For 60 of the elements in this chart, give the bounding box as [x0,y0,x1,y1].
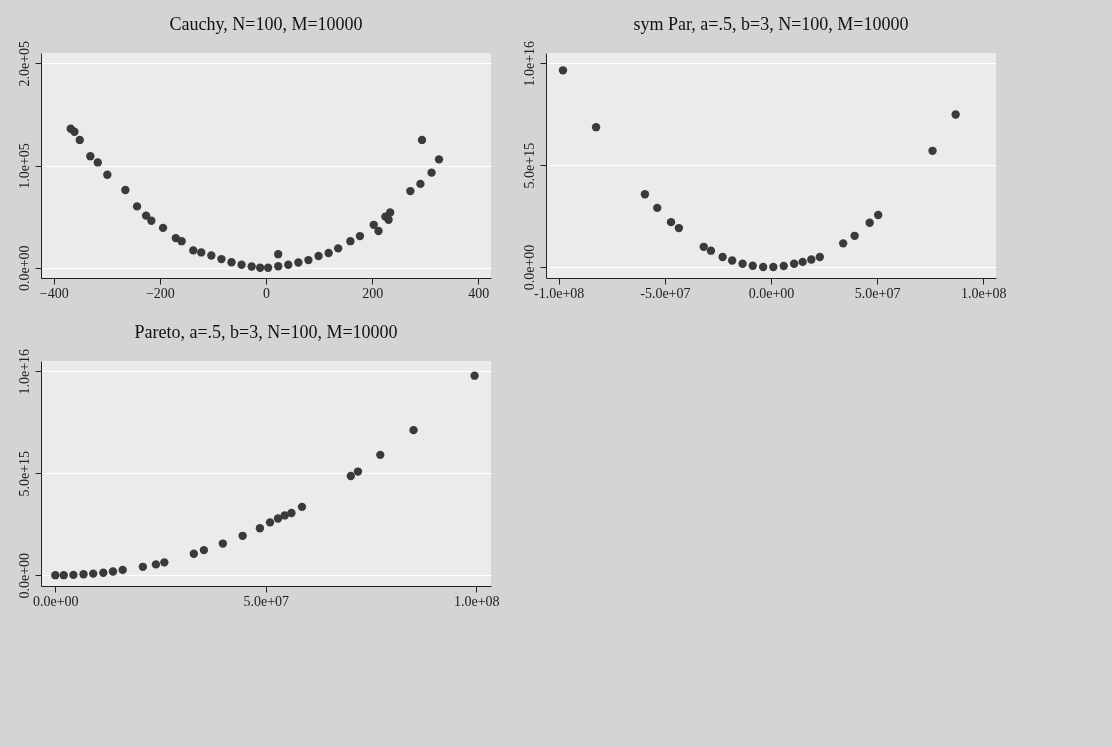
point [177,237,186,246]
x-tick-label: 400 [468,285,490,301]
point [314,251,323,261]
x-tick-label: 1.0e+08 [453,593,500,609]
point [416,179,425,189]
y-tick-label: 1.0e+05 [16,143,32,189]
x-tick-label: 0 [263,285,270,301]
point [237,260,246,269]
point [147,216,156,225]
point [304,255,313,265]
point [247,262,256,271]
chart-title: Pareto, a=.5, b=3, N=100, M=10000 [134,322,398,343]
point [132,202,142,211]
point [141,211,151,220]
x-tick-label: 200 [362,285,384,301]
point [197,248,206,257]
point [227,258,236,267]
point [355,231,365,241]
point [346,237,355,246]
y-tick-label: 2.0e+05 [16,40,32,87]
point [70,127,79,136]
y-tick-label: 1.0e+16 [521,40,537,87]
point [93,158,102,167]
point [255,263,265,272]
point [374,226,383,236]
point [385,208,395,217]
point [284,260,293,269]
point [75,135,84,145]
chart-title: Cauchy, N=100, M=10000 [169,14,363,35]
y-tick-label: 5.0e+15 [16,450,32,497]
point [217,254,226,264]
point [158,223,168,233]
x-tick-label: 1.0e+08 [960,285,1007,301]
x-tick-label: −400 [39,285,69,301]
point [406,186,415,196]
point [189,246,198,255]
y-tick-label: 5.0e+15 [521,142,537,189]
point [86,152,95,161]
point [103,170,112,179]
point [263,263,273,272]
chart-title: sym Par, a=.5, b=3, N=100, M=10000 [633,14,909,35]
x-tick-label: 5.0e+07 [854,285,901,301]
point [417,135,427,145]
x-tick-label: −200 [145,285,175,301]
point [333,244,343,253]
x-tick-label: -5.0e+07 [640,285,691,301]
x-tick-label: 5.0e+07 [243,593,290,609]
y-tick-label: 1.0e+16 [16,348,32,395]
point [427,168,436,177]
x-tick-label: 0.0e+00 [748,285,795,301]
point [207,251,216,260]
point [274,262,283,271]
point [369,220,378,229]
x-tick-label: 0.0e+00 [33,593,79,609]
point [324,248,333,258]
point [294,258,303,267]
point [121,185,130,195]
point [274,250,283,259]
x-tick-label: -1.0e+08 [534,285,585,301]
point [434,155,444,164]
